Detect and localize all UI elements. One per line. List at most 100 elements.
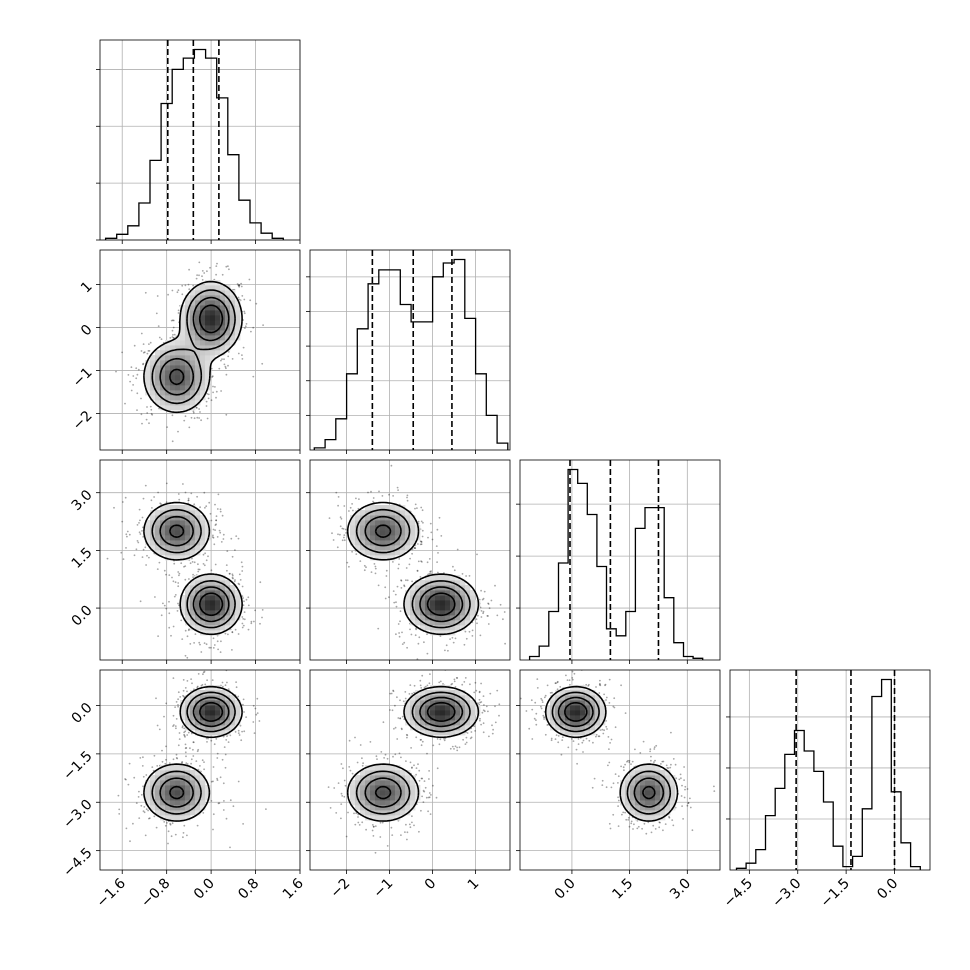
density-cell [425,625,431,631]
density-cell [415,605,421,611]
density-cell [170,805,176,811]
sample-point [181,293,184,296]
sample-point [193,417,196,420]
sample-point [419,540,422,543]
sample-point [210,800,213,802]
density-cell [195,715,201,721]
sample-point [627,759,629,762]
sample-point [567,746,570,749]
sample-point [163,604,166,607]
density-cell [430,615,436,621]
sample-point [399,717,402,720]
sample-point [162,602,164,605]
density-cell [165,365,171,371]
density-cell [670,780,676,786]
sample-point [575,748,578,751]
sample-point [231,358,234,360]
sample-point [206,679,209,682]
sample-point [614,773,617,775]
density-cell [670,800,676,806]
sample-point [650,755,652,758]
density-cell [370,505,376,511]
sample-point [359,744,362,746]
density-cell [470,720,476,726]
sample-point [488,735,490,738]
sample-point [406,646,408,649]
density-cell [460,610,466,616]
density-cell [180,345,186,351]
sample-point [192,755,195,757]
density-cell [145,375,151,381]
density-cell [170,340,176,346]
density-cell [180,325,186,331]
sample-point [215,519,218,522]
density-cell [215,630,221,636]
sample-point [214,386,216,388]
density-cell [180,535,186,541]
density-cell [205,630,211,636]
density-cell [430,700,436,706]
sample-point [402,700,405,703]
sample-point [128,762,131,765]
x-tick-label: 0.0 [874,876,901,903]
density-cell [375,800,381,806]
density-cell [210,720,216,726]
density-cell [215,605,221,611]
density-cell [200,710,206,716]
density-cell [600,715,606,721]
density-cell [355,520,361,526]
sample-point [192,573,195,576]
density-cell [190,615,196,621]
sample-point [172,326,175,329]
density-cell [190,355,196,361]
sample-point [172,580,175,583]
density-cell [220,325,226,331]
sample-point [220,684,222,687]
density-cell [380,770,386,776]
sample-point [232,805,235,808]
density-cell [155,520,161,526]
sample-point [241,622,244,625]
density-cell [185,795,191,801]
density-cell [220,305,226,311]
sample-point [454,745,457,748]
density-cell [430,600,436,606]
density-cell [145,785,151,791]
sample-point [203,660,205,662]
sample-point [237,695,240,698]
density-cell [360,795,366,801]
sample-point [329,807,332,809]
sample-point [184,654,187,657]
density-cell [200,600,206,606]
sample-point [357,821,360,824]
sample-point [679,773,682,776]
density-cell [435,620,441,626]
sample-point [247,628,250,631]
sample-point [557,735,560,737]
density-cell [210,575,216,581]
density-cell [630,780,636,786]
density-cell [190,695,196,701]
density-cell [200,295,206,301]
density-cell [205,580,211,586]
y-tick-label: 0.0 [69,700,96,727]
sample-point [192,576,195,578]
sample-point [626,760,628,763]
density-cell [390,510,396,516]
sample-point [212,534,214,537]
density-cell [195,340,201,346]
sample-point [248,278,251,281]
density-cell [175,530,181,536]
density-cell [210,730,216,736]
density-cell [190,710,196,716]
density-cell [350,535,356,541]
sample-point [420,541,423,543]
density-cell [375,555,381,561]
sample-point [215,738,218,740]
density-cell [190,620,196,626]
density-cell [595,695,601,701]
sample-point [335,812,338,814]
density-cell [365,550,371,556]
sample-point [662,760,665,763]
sample-point [487,603,490,605]
